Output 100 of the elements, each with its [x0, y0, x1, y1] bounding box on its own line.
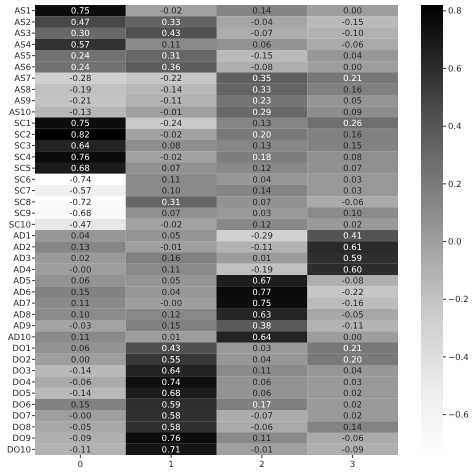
x-tick-label: 3 — [350, 460, 356, 470]
y-tick-label: SC2 — [14, 130, 31, 140]
y-tick-label: AS6 — [14, 62, 31, 73]
data-label: -0.02 — [160, 130, 182, 140]
data-label: 0.12 — [252, 220, 272, 230]
data-label: 0.03 — [343, 378, 362, 388]
data-label: 0.38 — [252, 322, 272, 332]
y-tick-label: AD5 — [13, 276, 31, 287]
data-label: 0.01 — [252, 254, 272, 264]
y-tick-label: DO5 — [12, 389, 31, 400]
data-label: 0.76 — [162, 434, 181, 444]
y-tick-label: AS10 — [8, 108, 31, 118]
data-label: 0.10 — [343, 209, 362, 220]
data-label: 0.04 — [343, 366, 362, 377]
data-label: 0.35 — [252, 74, 272, 84]
data-label: -0.06 — [250, 422, 273, 433]
data-label: 0.24 — [70, 52, 90, 62]
data-label: 0.82 — [70, 130, 90, 140]
data-label: 0.15 — [70, 288, 90, 298]
data-label: -0.15 — [250, 52, 273, 62]
data-label: 0.76 — [70, 152, 90, 163]
data-label: -0.11 — [69, 445, 92, 456]
color-bar-label: −0.4 — [448, 352, 469, 363]
y-tick-label: DO4 — [12, 378, 31, 388]
x-tick-label: 2 — [259, 460, 265, 470]
data-label: -0.06 — [69, 378, 92, 388]
data-label: -0.15 — [342, 18, 364, 28]
data-label: -0.11 — [160, 96, 182, 107]
data-label: -0.47 — [69, 220, 92, 230]
data-label: 0.21 — [343, 344, 362, 354]
data-label: 0.47 — [70, 18, 90, 28]
data-label: 0.07 — [162, 209, 181, 220]
y-tick-label: SC3 — [14, 142, 31, 152]
y-tick-label: SC9 — [14, 209, 31, 220]
data-label: 0.07 — [162, 164, 181, 174]
data-label: 0.43 — [162, 29, 181, 40]
data-label: 0.67 — [252, 276, 272, 287]
data-label: 0.01 — [162, 332, 181, 343]
data-label: 0.24 — [70, 62, 90, 73]
data-label: -0.68 — [69, 209, 92, 220]
data-label: 0.11 — [162, 175, 181, 186]
data-label: 0.02 — [343, 389, 362, 400]
data-label: -0.05 — [69, 422, 92, 433]
data-label: 0.03 — [252, 209, 272, 220]
data-label: -0.09 — [69, 434, 92, 444]
data-label: -0.07 — [250, 412, 273, 422]
y-tick-label: AS2 — [14, 18, 31, 28]
data-label: 0.00 — [70, 355, 90, 366]
data-label: 0.75 — [252, 299, 272, 310]
data-label: 0.05 — [162, 232, 181, 242]
data-label: -0.05 — [342, 310, 364, 320]
y-tick-label: AD3 — [13, 254, 31, 264]
y-tick-label: DO8 — [12, 422, 31, 433]
data-label: 0.04 — [162, 288, 181, 298]
data-label: 0.21 — [343, 74, 362, 84]
y-tick-label: DO7 — [12, 412, 31, 422]
data-label: 0.06 — [70, 344, 90, 354]
data-label: -0.00 — [69, 412, 92, 422]
data-label: -0.09 — [342, 445, 364, 456]
data-label: 0.71 — [162, 445, 181, 456]
y-tick-label: AD10 — [8, 332, 31, 343]
data-label: -0.04 — [250, 18, 273, 28]
color-bar-label: −0.6 — [448, 410, 469, 421]
data-label: 0.12 — [162, 310, 181, 320]
data-label: 0.63 — [252, 310, 272, 320]
data-label: 0.55 — [162, 355, 181, 366]
data-label: 0.20 — [252, 130, 272, 140]
data-label: 0.17 — [252, 400, 272, 410]
data-label: 0.41 — [343, 232, 362, 242]
data-label: 0.06 — [252, 40, 272, 50]
data-label: 0.00 — [343, 62, 362, 73]
data-label: 0.02 — [343, 400, 362, 410]
y-tick-label: DO3 — [12, 366, 31, 377]
data-label: -0.11 — [250, 242, 273, 253]
data-label: -0.74 — [69, 175, 92, 186]
data-label: 0.30 — [70, 29, 90, 40]
data-label: 0.06 — [252, 389, 272, 400]
y-tick-label: AS1 — [14, 6, 31, 17]
data-label: 0.02 — [70, 254, 90, 264]
data-label: 0.11 — [162, 265, 181, 276]
color-bar-label: −0.2 — [448, 295, 469, 306]
data-label: 0.58 — [162, 412, 181, 422]
y-tick-label: SC10 — [8, 220, 31, 230]
y-tick-label: DO9 — [12, 434, 31, 444]
data-label: 0.05 — [162, 276, 181, 287]
data-label: 0.64 — [252, 332, 272, 343]
data-label: -0.11 — [342, 322, 364, 332]
data-label: 0.59 — [343, 254, 362, 264]
data-label: 0.58 — [162, 422, 181, 433]
data-label: 0.11 — [252, 366, 272, 377]
y-tick-label: AS4 — [14, 40, 31, 50]
data-label: -0.01 — [250, 445, 273, 456]
data-label: 0.33 — [252, 85, 272, 96]
data-label: 0.14 — [252, 186, 272, 197]
data-label: 0.04 — [252, 355, 272, 366]
data-label: 0.15 — [162, 322, 181, 332]
data-label: -0.13 — [69, 108, 92, 118]
data-label: -0.19 — [69, 85, 92, 96]
text: 0.0 — [448, 238, 462, 248]
y-tick-label: AD4 — [13, 265, 31, 276]
